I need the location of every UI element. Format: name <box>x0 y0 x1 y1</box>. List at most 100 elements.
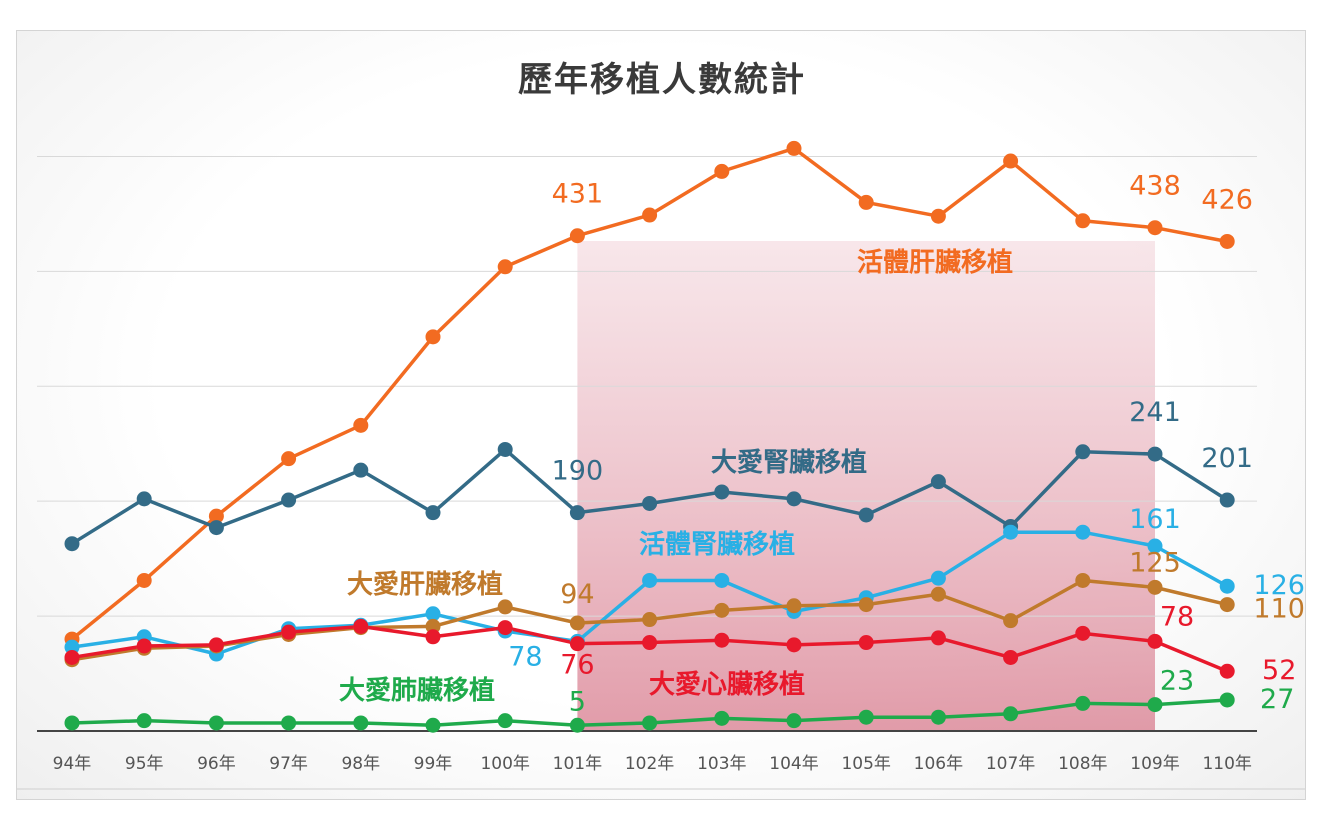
series-name-label: 大愛腎臟移植 <box>711 448 867 478</box>
data-point <box>208 520 224 536</box>
data-label: 5 <box>569 686 586 717</box>
x-tick-label: 108年 <box>1058 754 1107 774</box>
data-point <box>281 624 297 640</box>
data-label: 431 <box>552 179 604 210</box>
x-tick-label: 103年 <box>697 754 746 774</box>
data-label: 78 <box>508 641 542 672</box>
data-point <box>64 715 80 731</box>
data-point <box>1003 613 1019 629</box>
data-point <box>930 474 946 490</box>
data-point <box>642 715 658 731</box>
data-point <box>1219 578 1235 594</box>
data-point <box>569 505 585 521</box>
data-label: 126 <box>1253 570 1305 601</box>
x-tick-label: 109年 <box>1130 754 1179 774</box>
x-tick-label: 94年 <box>53 754 92 774</box>
data-point <box>1219 597 1235 613</box>
data-point <box>569 228 585 244</box>
data-point <box>1075 213 1091 229</box>
series-name-label: 活體腎臟移植 <box>639 530 795 560</box>
series-name-label: 大愛心臟移植 <box>649 670 805 700</box>
data-point <box>136 491 152 507</box>
data-label: 190 <box>552 456 604 487</box>
x-tick-label: 105年 <box>841 754 890 774</box>
data-label: 94 <box>560 579 594 610</box>
chart-title: 歷年移植人數統計 <box>518 60 806 100</box>
data-point <box>1147 633 1163 649</box>
data-point <box>569 717 585 733</box>
data-point <box>642 207 658 223</box>
data-point <box>1075 524 1091 540</box>
data-point <box>569 636 585 652</box>
data-point <box>858 709 874 725</box>
x-tick-label: 100年 <box>480 754 529 774</box>
data-point <box>1147 538 1163 554</box>
x-tick-label: 101年 <box>553 754 602 774</box>
data-point <box>786 713 802 729</box>
x-axis-ticks: 94年 95年 96年 97年 98年 99年 100年 101年 102年 103年 104年 10… <box>53 754 1252 774</box>
data-point <box>353 715 369 731</box>
data-point <box>353 417 369 433</box>
data-point <box>642 635 658 651</box>
data-point <box>714 163 730 179</box>
data-point <box>208 637 224 653</box>
data-point <box>1075 625 1091 641</box>
series-name-label: 大愛肺臟移植 <box>339 676 495 706</box>
data-point <box>425 606 441 622</box>
data-point <box>930 208 946 224</box>
x-tick-label: 99年 <box>414 754 453 774</box>
data-point <box>425 629 441 645</box>
data-point <box>1219 692 1235 708</box>
data-label: 438 <box>1129 171 1181 202</box>
data-point <box>1003 153 1019 169</box>
data-labels: 431 438 4261902412017816112694125110767852… <box>508 171 1305 718</box>
series-name-label: 活體肝臟移植 <box>857 248 1013 278</box>
data-label: 76 <box>560 650 594 681</box>
data-label: 201 <box>1201 443 1253 474</box>
data-point <box>136 572 152 588</box>
data-label: 125 <box>1129 547 1181 578</box>
data-label: 241 <box>1129 397 1181 428</box>
data-label: 27 <box>1260 684 1294 715</box>
data-point <box>1075 572 1091 588</box>
data-point <box>497 259 513 275</box>
data-point <box>497 620 513 636</box>
x-tick-label: 102年 <box>625 754 674 774</box>
data-point <box>497 441 513 457</box>
data-point <box>930 586 946 602</box>
data-point <box>1147 220 1163 236</box>
data-point <box>858 597 874 613</box>
data-point <box>786 637 802 653</box>
data-point <box>64 639 80 655</box>
data-point <box>714 572 730 588</box>
data-point <box>425 717 441 733</box>
data-point <box>714 710 730 726</box>
data-point <box>64 536 80 552</box>
x-tick-label: 95年 <box>125 754 164 774</box>
x-tick-label: 107年 <box>986 754 1035 774</box>
data-point <box>497 713 513 729</box>
data-point <box>64 649 80 665</box>
data-point <box>930 709 946 725</box>
data-point <box>1147 579 1163 595</box>
series-points <box>64 140 1235 733</box>
highlight-band <box>577 241 1155 731</box>
data-point <box>858 194 874 210</box>
data-label: 426 <box>1201 184 1253 215</box>
data-point <box>425 618 441 634</box>
data-point <box>1003 706 1019 722</box>
data-point <box>1147 446 1163 462</box>
data-point <box>1219 663 1235 679</box>
data-point <box>1003 649 1019 665</box>
data-point <box>1219 233 1235 249</box>
data-label: 52 <box>1262 655 1296 686</box>
data-point <box>353 618 369 634</box>
data-point <box>208 508 224 524</box>
data-point <box>281 492 297 508</box>
data-point <box>281 715 297 731</box>
data-point <box>425 505 441 521</box>
data-point <box>1219 492 1235 508</box>
data-point <box>930 630 946 646</box>
data-point <box>714 484 730 500</box>
